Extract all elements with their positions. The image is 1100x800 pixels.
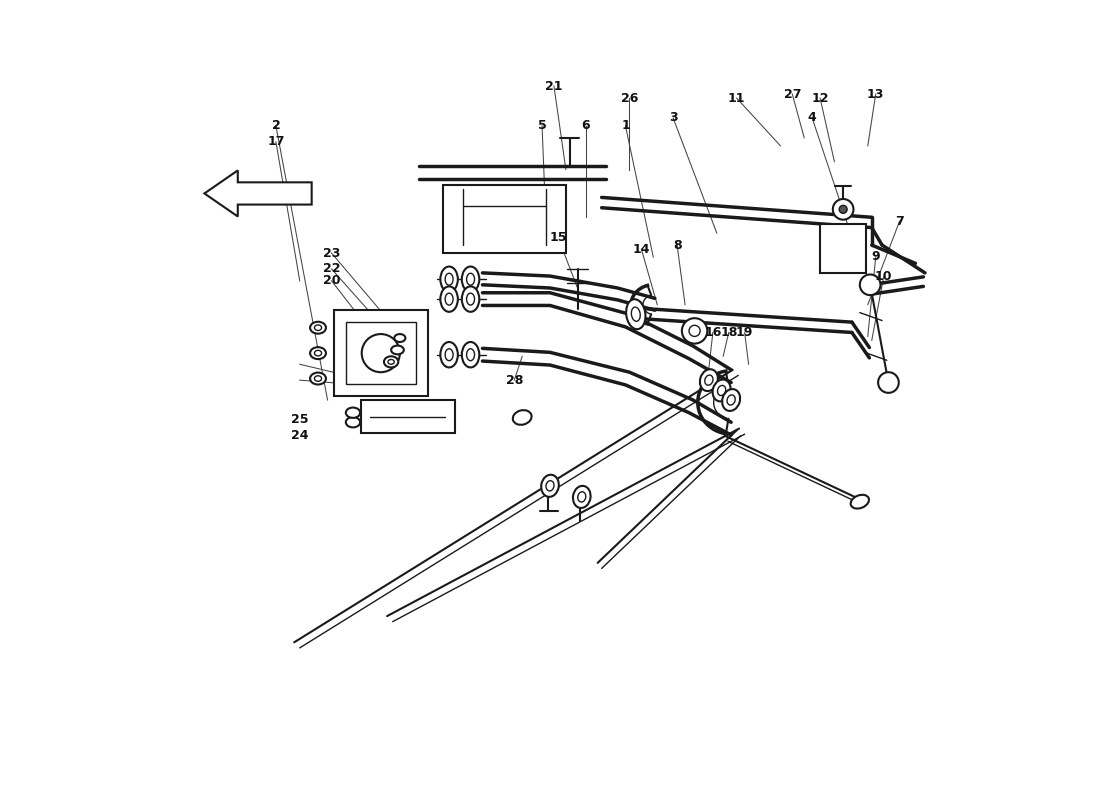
Text: 18: 18 [720,326,737,339]
Text: 28: 28 [506,374,522,386]
Ellipse shape [466,274,474,286]
Text: 24: 24 [292,430,308,442]
Ellipse shape [310,322,326,334]
Bar [821,224,866,273]
Ellipse shape [388,359,394,364]
Ellipse shape [446,274,453,286]
Ellipse shape [713,379,730,402]
Text: 2: 2 [272,119,280,133]
Circle shape [689,326,701,337]
Text: 17: 17 [267,135,285,148]
Text: 12: 12 [812,92,829,105]
Ellipse shape [462,286,480,312]
Ellipse shape [310,373,326,385]
Ellipse shape [446,293,453,305]
Ellipse shape [462,266,480,292]
Text: 9: 9 [871,250,880,263]
Ellipse shape [466,293,474,305]
Text: 20: 20 [322,274,340,287]
Text: 21: 21 [546,80,563,93]
Ellipse shape [722,389,740,411]
Ellipse shape [546,481,554,491]
Ellipse shape [440,286,458,312]
Ellipse shape [315,325,321,330]
Text: 10: 10 [874,270,892,283]
Text: 8: 8 [673,238,681,251]
Ellipse shape [345,407,360,418]
Text: 14: 14 [632,242,650,255]
Bar [442,186,565,253]
Circle shape [839,206,847,214]
Ellipse shape [462,342,480,367]
Text: 13: 13 [867,88,884,101]
Text: 5: 5 [538,119,547,133]
Ellipse shape [700,370,718,391]
Text: 7: 7 [895,214,904,228]
FancyArrow shape [205,170,311,217]
Text: 23: 23 [322,246,340,259]
Ellipse shape [440,266,458,292]
Circle shape [682,318,707,343]
Ellipse shape [466,349,474,361]
Bar [345,322,416,384]
Ellipse shape [345,417,360,427]
Text: 26: 26 [620,92,638,105]
Ellipse shape [394,334,406,342]
Ellipse shape [850,494,869,509]
Ellipse shape [631,307,640,322]
Circle shape [362,334,400,372]
Ellipse shape [727,395,735,405]
Text: 15: 15 [549,230,566,244]
Text: 11: 11 [728,92,746,105]
Bar [334,310,428,396]
Ellipse shape [440,342,458,367]
Ellipse shape [573,486,591,508]
Text: 16: 16 [704,326,722,339]
Ellipse shape [626,299,646,330]
Ellipse shape [578,492,586,502]
Ellipse shape [446,349,453,361]
Text: 22: 22 [322,262,340,275]
Text: 3: 3 [669,111,678,125]
Ellipse shape [717,386,726,395]
Ellipse shape [705,375,713,386]
Circle shape [878,372,899,393]
Ellipse shape [384,356,398,367]
Text: 25: 25 [292,414,308,426]
Ellipse shape [513,410,531,425]
Circle shape [833,199,854,220]
Text: 27: 27 [783,88,801,101]
Text: 1: 1 [621,119,630,133]
Text: 4: 4 [807,111,816,125]
Text: 19: 19 [736,326,754,339]
Ellipse shape [310,347,326,359]
Ellipse shape [315,350,321,356]
Circle shape [860,274,880,295]
Ellipse shape [541,474,559,497]
Text: 6: 6 [582,119,590,133]
Ellipse shape [315,376,321,382]
Ellipse shape [392,346,404,354]
Bar [361,400,454,434]
